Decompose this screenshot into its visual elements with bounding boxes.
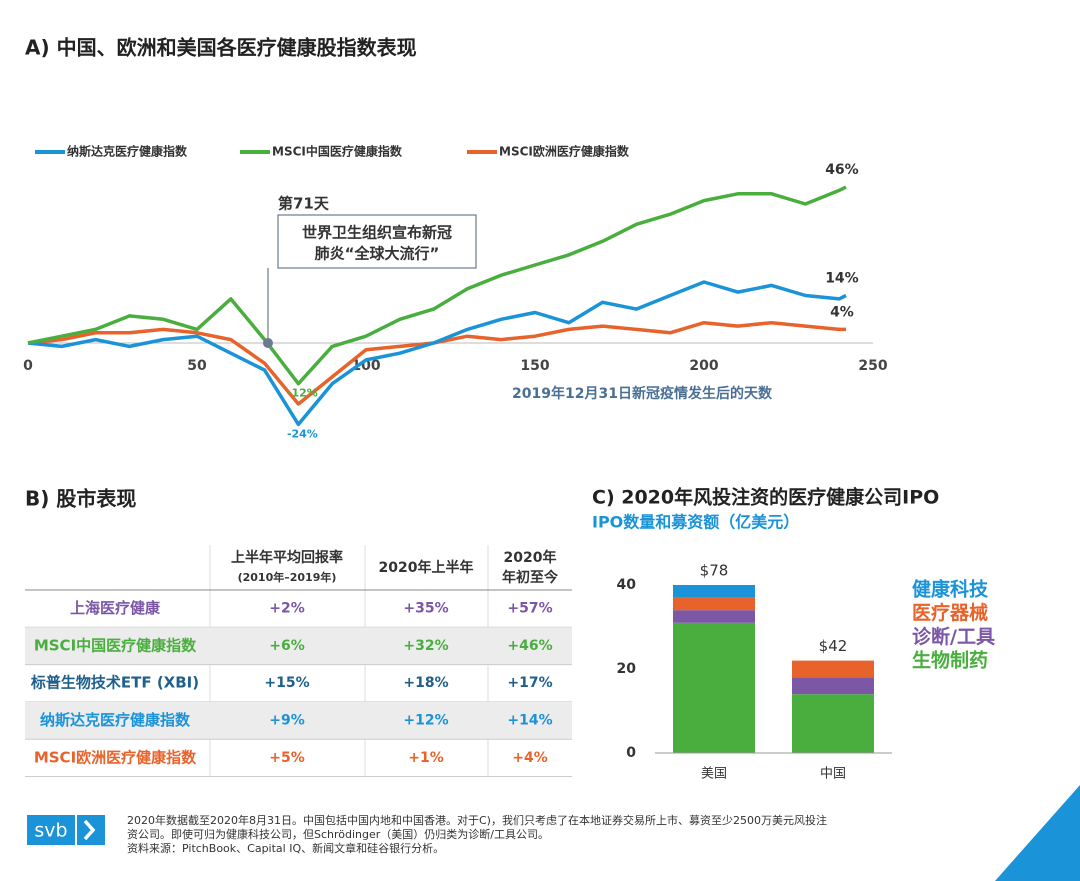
- table-cell: +32%: [403, 638, 448, 654]
- annotation-box: [277, 214, 477, 269]
- x-tick-label: 100: [351, 358, 380, 374]
- table-cell: +6%: [269, 638, 305, 654]
- bar-segment: [792, 694, 874, 753]
- legend-label: 纳斯达克医疗健康指数: [67, 144, 188, 159]
- row-label: 标普生物技术ETF (XBI): [30, 674, 199, 692]
- legend-label: 生物制药: [912, 649, 988, 672]
- table-cell: +12%: [403, 713, 448, 729]
- section-title: A) 中国、欧洲和美国各医疗健康股指数表现: [25, 36, 417, 60]
- table-cell: +1%: [408, 750, 444, 766]
- row-shade: [25, 701, 572, 740]
- bar-segment: [792, 677, 874, 695]
- x-tick-label: 250: [858, 358, 887, 374]
- row-label: MSCI欧洲医疗健康指数: [34, 748, 197, 766]
- logo-chevron: [83, 819, 96, 841]
- x-tick-label: 200: [689, 358, 718, 374]
- column-header: 2020年: [504, 549, 557, 566]
- footnote: 资料来源：PitchBook、Capital IQ、新闻文章和硅谷银行分析。: [127, 841, 444, 855]
- total-label: $78: [700, 562, 729, 580]
- table-cell: +35%: [403, 601, 448, 617]
- bar-segment: [673, 597, 755, 611]
- column-header: 上半年平均回报率: [231, 549, 343, 566]
- y-tick-label: 0: [626, 745, 636, 761]
- row-label: 纳斯达克医疗健康指数: [40, 711, 191, 729]
- table-cell: +14%: [507, 713, 552, 729]
- x-tick-label: 150: [520, 358, 549, 374]
- y-tick-label: 20: [617, 661, 637, 677]
- section-title: C) 2020年风投注资的医疗健康公司IPO: [592, 486, 939, 509]
- table-cell: +15%: [264, 675, 309, 691]
- legend-label: MSCI中国医疗健康指数: [272, 144, 403, 159]
- column-header: 2020年上半年: [379, 559, 474, 576]
- bar-segment: [673, 585, 755, 598]
- bar-segment: [673, 622, 755, 753]
- table-cell: +4%: [512, 750, 548, 766]
- annotation-text: 肺炎“全球大流行”: [315, 245, 440, 263]
- end-label: 4%: [830, 304, 854, 320]
- x-tick-label: 中国: [820, 767, 846, 782]
- end-label: 46%: [825, 162, 859, 178]
- logo-text: svb: [34, 820, 67, 842]
- footnote: 资公司。即使可归为健康科技公司，但Schrödinger（美国）仍归类为诊断/工…: [127, 827, 549, 841]
- x-tick-label: 50: [187, 358, 207, 374]
- legend-label: 健康科技: [912, 578, 989, 601]
- table-cell: +5%: [269, 750, 305, 766]
- annotation-title: 第71天: [278, 195, 330, 213]
- legend-label: 医疗器械: [912, 601, 988, 624]
- table-cell: +2%: [269, 601, 305, 617]
- column-header: 年初至今: [502, 569, 558, 586]
- legend-label: MSCI欧洲医疗健康指数: [499, 144, 630, 159]
- row-label: MSCI中国医疗健康指数: [34, 636, 197, 654]
- table-cell: +9%: [269, 713, 305, 729]
- y-tick-label: 40: [617, 577, 637, 593]
- table-cell: +57%: [507, 601, 552, 617]
- row-shade: [25, 627, 572, 665]
- total-label: $42: [819, 637, 848, 655]
- series-line: [27, 280, 847, 427]
- x-tick-label: 美国: [701, 767, 727, 782]
- x-tick-label: 0: [23, 358, 33, 374]
- table-cell: +18%: [403, 675, 448, 691]
- chart-subtitle: IPO数量和募资额（亿美元）: [592, 513, 799, 532]
- min-label: -12%: [287, 387, 318, 400]
- table-cell: +17%: [507, 675, 552, 691]
- legend-label: 诊断/工具: [912, 625, 995, 648]
- table-cell: +46%: [507, 638, 552, 654]
- section-title: B) 股市表现: [25, 487, 136, 511]
- min-label: -24%: [287, 427, 318, 440]
- column-header: (2010年–2019年): [238, 570, 337, 584]
- corner-triangle: [995, 785, 1080, 881]
- end-label: 14%: [825, 271, 859, 287]
- annotation-dot: [262, 338, 273, 348]
- series-line: [27, 320, 846, 406]
- row-label: 上海医疗健康: [70, 599, 161, 617]
- footnote: 2020年数据截至2020年8月31日。中国包括中国内地和中国香港。对于C)，我…: [127, 813, 827, 827]
- series-line: [27, 185, 847, 386]
- bar-segment: [673, 610, 755, 623]
- bar-segment: [792, 660, 874, 678]
- x-axis-label: 2019年12月31日新冠疫情发生后的天数: [512, 385, 773, 402]
- annotation-text: 世界卫生组织宣布新冠: [302, 224, 452, 242]
